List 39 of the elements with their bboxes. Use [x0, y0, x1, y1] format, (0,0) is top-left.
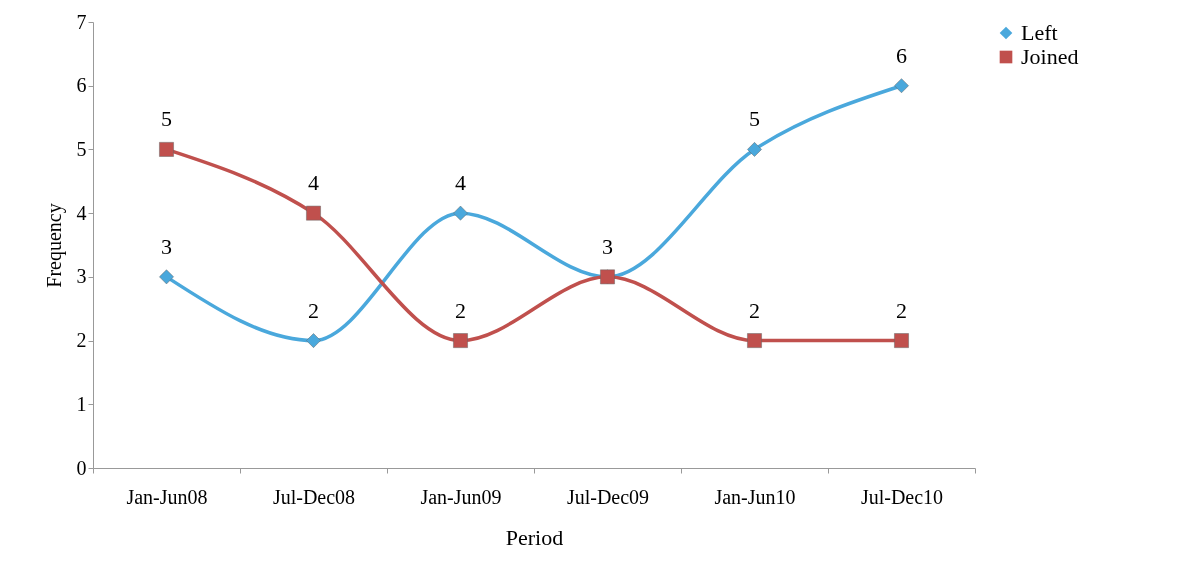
x-tick-label: Jul-Dec10	[860, 485, 944, 508]
point	[453, 205, 468, 221]
data-label: 2	[455, 297, 466, 323]
y-tick-label: 0	[76, 456, 87, 479]
x-tick-label: Jan-Jun08	[126, 485, 208, 508]
y-tick-label: 6	[76, 74, 87, 97]
y-tick-label: 2	[76, 329, 87, 352]
x-tick-label: Jan-Jun10	[714, 485, 796, 508]
point	[159, 142, 174, 157]
y-tick-label: 7	[76, 10, 87, 33]
point	[306, 333, 321, 348]
point	[159, 269, 174, 285]
data-label: 5	[749, 106, 760, 132]
point	[306, 205, 321, 221]
y-tick-label: 1	[76, 392, 87, 415]
data-label: 2	[308, 297, 319, 323]
point	[747, 333, 762, 348]
x-tick-label: Jan-Jun09	[420, 485, 502, 508]
x-tick-label: Jul-Dec09	[566, 485, 650, 508]
data-label: 3	[161, 233, 172, 259]
point	[894, 78, 909, 94]
y-tick-label: 3	[76, 265, 87, 288]
point	[747, 142, 762, 157]
point	[894, 333, 909, 348]
data-label: 4	[455, 170, 466, 196]
data-label: 6	[896, 42, 907, 68]
x-axis-title: Period	[505, 524, 564, 550]
point	[453, 333, 468, 348]
data-label: 2	[749, 297, 760, 323]
legend-label: Joined	[1021, 44, 1079, 69]
data-label: 4	[308, 170, 319, 196]
y-tick-label: 4	[76, 201, 87, 224]
legend-label: Left	[1021, 20, 1058, 45]
y-tick-label: 5	[76, 137, 87, 160]
y-axis-title: Frequency	[42, 203, 66, 288]
x-tick-label: Jul-Dec08	[272, 485, 356, 508]
data-label: 2	[896, 297, 907, 323]
data-label: 3	[602, 233, 613, 259]
data-label: 5	[161, 106, 172, 132]
